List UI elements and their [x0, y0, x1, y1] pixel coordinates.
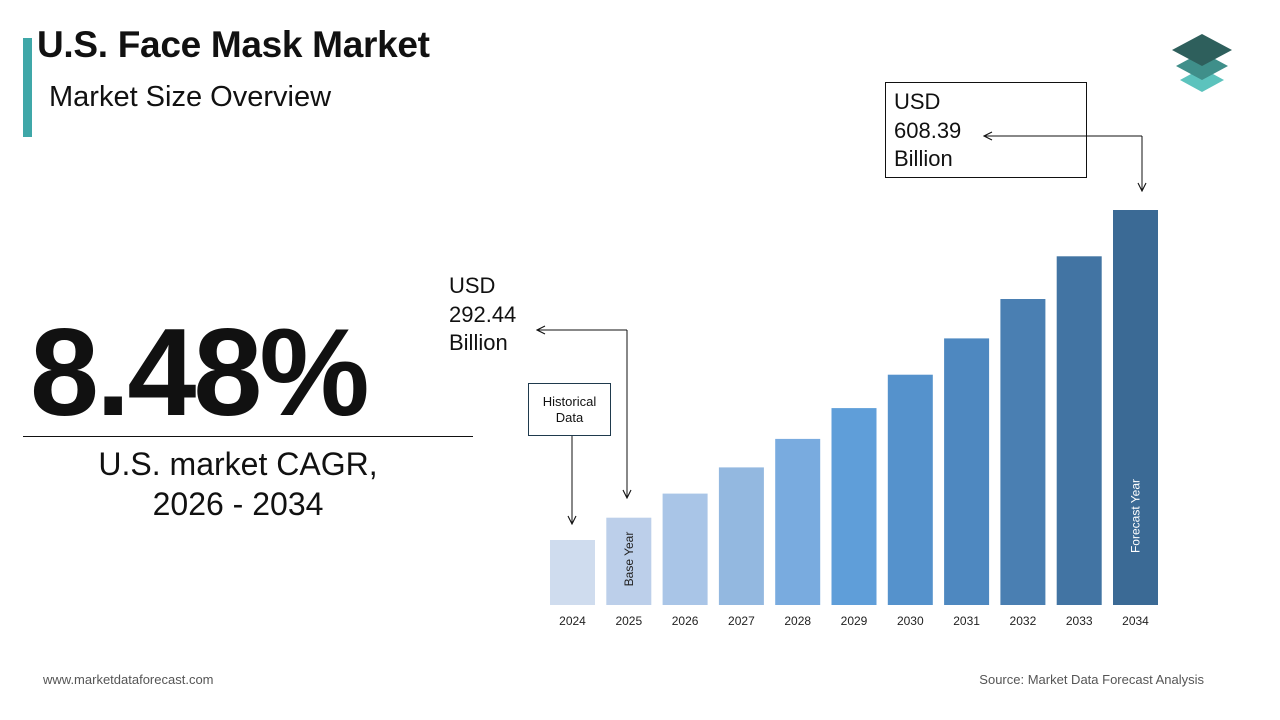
- bar-2034: [1113, 210, 1158, 605]
- x-tick-2027: 2027: [728, 614, 755, 628]
- footer-website[interactable]: www.marketdataforecast.com: [43, 672, 214, 687]
- cagr-label: U.S. market CAGR, 2026 - 2034: [23, 444, 453, 524]
- x-tick-2024: 2024: [559, 614, 586, 628]
- forecast-callout-value: 608.39: [894, 117, 962, 143]
- bar-2028: [775, 438, 821, 605]
- x-tick-2030: 2030: [897, 614, 924, 628]
- historical-data-box: Historical Data: [528, 383, 611, 436]
- bar-2025: [606, 517, 652, 605]
- base-callout-text: USD 292.44 Billion: [449, 272, 569, 358]
- bar-2026: [662, 493, 708, 605]
- x-tick-2034: 2034: [1122, 614, 1149, 628]
- bar-2029: [831, 408, 877, 605]
- cagr-label-line2: 2026 - 2034: [152, 486, 324, 522]
- forecast-callout-box: [885, 82, 1087, 178]
- footer-source: Source: Market Data Forecast Analysis: [979, 672, 1204, 687]
- page-title: U.S. Face Mask Market: [37, 24, 430, 65]
- x-tick-2031: 2031: [953, 614, 980, 628]
- page-subtitle: Market Size Overview: [49, 81, 332, 113]
- cagr-value: 8.48%: [30, 304, 370, 442]
- stacked-layers-logo-icon: [1172, 34, 1232, 92]
- x-tick-2025: 2025: [615, 614, 642, 628]
- x-tick-2032: 2032: [1010, 614, 1037, 628]
- forecast-callout-text: USD 608.39 Billion: [894, 88, 1014, 174]
- base-callout-currency: USD: [449, 273, 496, 298]
- forecast-callout-currency: USD: [894, 89, 941, 114]
- cagr-divider: [23, 436, 473, 437]
- x-tick-2033: 2033: [1066, 614, 1093, 628]
- title-accent-bar: [23, 38, 32, 137]
- base-callout-value: 292.44: [449, 301, 517, 327]
- bar-2033: [1056, 256, 1102, 605]
- x-tick-2026: 2026: [672, 614, 699, 628]
- bar-2024: [550, 540, 595, 605]
- bar-2030: [887, 374, 933, 605]
- base-callout-unit: Billion: [449, 330, 508, 355]
- forecast-callout-unit: Billion: [894, 146, 953, 171]
- bar-2032: [1000, 299, 1046, 605]
- x-tick-2029: 2029: [841, 614, 868, 628]
- bar-2031: [944, 338, 990, 605]
- bar-2027: [718, 467, 764, 605]
- bar-label-2025: Base Year: [622, 532, 636, 587]
- x-tick-2028: 2028: [784, 614, 811, 628]
- bar-label-2034: Forecast Year: [1129, 479, 1143, 553]
- cagr-label-line1: U.S. market CAGR,: [98, 446, 378, 482]
